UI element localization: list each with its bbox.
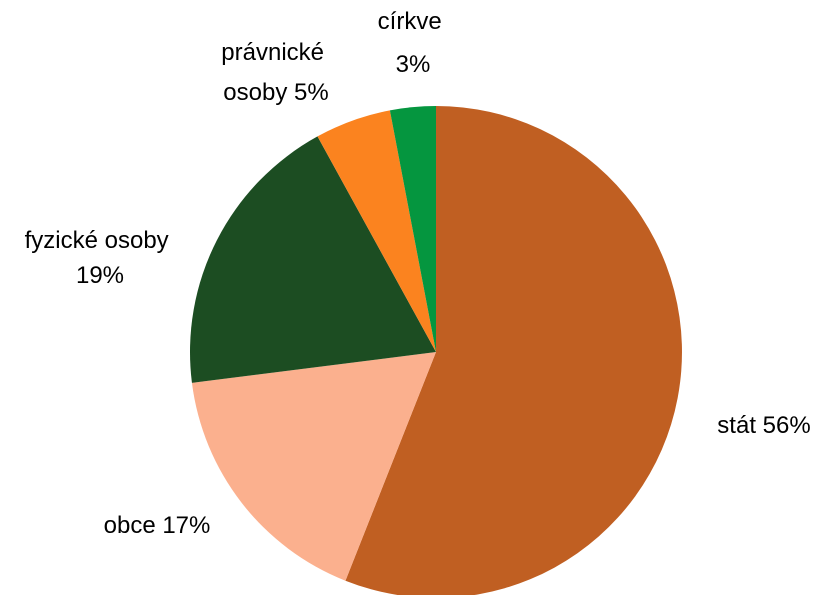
label-fyzicke-osoby: fyzické osoby 19% — [25, 227, 176, 289]
pie-slice-stát — [345, 106, 682, 595]
label-stat: stát 56% — [717, 412, 810, 439]
pie-slice-právnické-osoby — [317, 110, 436, 352]
label-cirkve: církve 3% — [378, 8, 449, 78]
pie-slice-obce — [191, 352, 436, 581]
pie-slices — [190, 106, 682, 595]
label-pravnicke-osoby: právnické osoby 5% — [221, 39, 330, 106]
pie-slice-fyzické-osoby — [190, 136, 436, 383]
label-obce: obce 17% — [104, 512, 211, 539]
pie-slice-církve — [389, 106, 436, 352]
slice-labels: stát 56% obce 17% fyzické osoby 19% práv… — [25, 8, 811, 539]
